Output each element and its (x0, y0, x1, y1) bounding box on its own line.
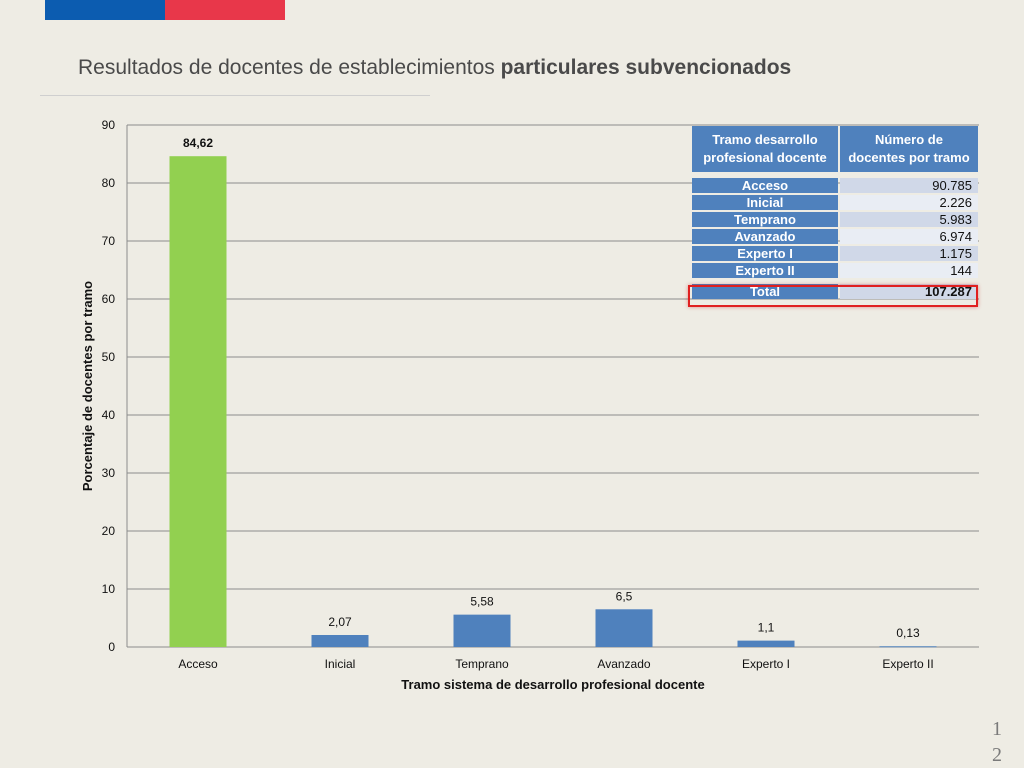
row-value: 6.974 (840, 229, 978, 244)
y-tick-label: 10 (102, 582, 116, 596)
data-label: 1,1 (758, 621, 775, 635)
bar-experto-ii (879, 646, 937, 648)
y-tick-label: 90 (102, 118, 116, 132)
row-label: Experto I (692, 246, 838, 261)
row-value: 2.226 (840, 195, 978, 210)
table-header-tramo: Tramo desarrollo profesional docente (692, 126, 838, 172)
data-label: 84,62 (183, 136, 213, 150)
x-tick-label: Temprano (455, 657, 509, 671)
y-tick-label: 40 (102, 408, 116, 422)
docentes-table: Tramo desarrollo profesional docente Núm… (690, 124, 980, 301)
x-tick-label: Acceso (178, 657, 218, 671)
data-label: 0,13 (896, 626, 920, 640)
title-regular: Resultados de docentes de establecimient… (78, 56, 501, 79)
row-value: 1.175 (840, 246, 978, 261)
data-label: 5,58 (470, 595, 494, 609)
row-label: Inicial (692, 195, 838, 210)
row-label: Experto II (692, 263, 838, 278)
total-value: 107.287 (840, 284, 978, 299)
flag-blue-stripe (45, 0, 165, 20)
y-tick-label: 30 (102, 466, 116, 480)
page-number: 12 (992, 718, 1002, 766)
data-label: 6,5 (616, 589, 633, 603)
table-row: Inicial 2.226 (692, 195, 978, 210)
flag-red-stripe (165, 0, 285, 20)
row-label: Temprano (692, 212, 838, 227)
table-row: Acceso 90.785 (692, 178, 978, 193)
title-bold: particulares subvencionados (500, 56, 792, 79)
bar-temprano (453, 614, 511, 647)
y-tick-label: 50 (102, 350, 116, 364)
y-axis-label: Porcentaje de docentes por tramo (80, 281, 95, 491)
y-tick-label: 70 (102, 234, 116, 248)
bar-inicial (311, 634, 369, 647)
page-title: Resultados de docentes de establecimient… (78, 56, 791, 80)
y-tick-label: 60 (102, 292, 116, 306)
row-value: 144 (840, 263, 978, 278)
total-label: Total (692, 284, 838, 299)
x-tick-label: Experto II (882, 657, 933, 671)
x-axis-label: Tramo sistema de desarrollo profesional … (401, 677, 704, 692)
data-label: 2,07 (328, 615, 352, 629)
table-row: Avanzado 6.974 (692, 229, 978, 244)
table-header-numero: Número de docentes por tramo (840, 126, 978, 172)
x-tick-label: Experto I (742, 657, 790, 671)
table-row: Temprano 5.983 (692, 212, 978, 227)
bar-acceso (169, 156, 227, 648)
row-value: 90.785 (840, 178, 978, 193)
row-label: Avanzado (692, 229, 838, 244)
table-total-row: Total 107.287 (692, 284, 978, 299)
y-tick-label: 20 (102, 524, 116, 538)
table-row: Experto I 1.175 (692, 246, 978, 261)
total-highlight-box (688, 285, 978, 307)
table-row: Experto II 144 (692, 263, 978, 278)
row-value: 5.983 (840, 212, 978, 227)
x-tick-label: Avanzado (597, 657, 650, 671)
row-label: Acceso (692, 178, 838, 193)
x-tick-label: Inicial (325, 657, 356, 671)
title-divider (40, 95, 430, 96)
y-tick-label: 80 (102, 176, 116, 190)
bar-avanzado (595, 609, 653, 647)
bar-experto-i (737, 640, 795, 647)
y-tick-label: 0 (108, 640, 115, 654)
